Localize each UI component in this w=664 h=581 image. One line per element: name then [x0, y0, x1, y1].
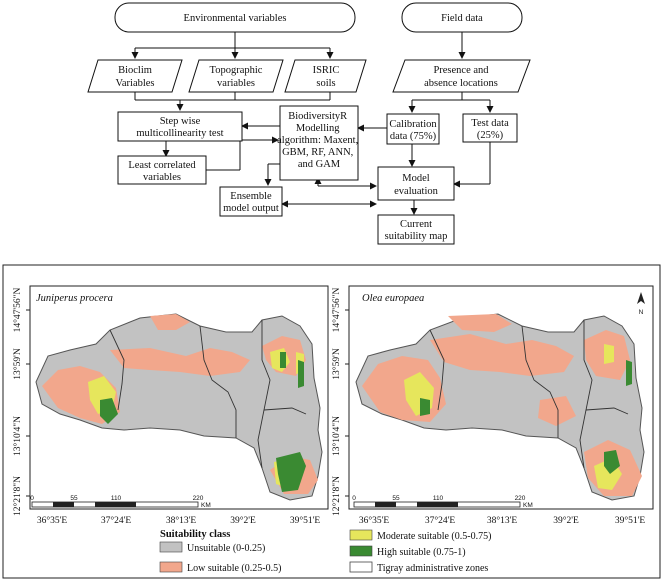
- legend: Suitability class Unsuitable (0-0.25) Lo…: [159, 529, 491, 574]
- north-arrow-icon: N: [637, 292, 645, 316]
- label-model-evaluation: Model evaluation: [394, 173, 438, 197]
- map-right-zone-boundaries: [429, 320, 629, 469]
- scale-left-unit: KM: [201, 502, 211, 509]
- label-isric: ISRIC soils: [313, 65, 340, 89]
- flowchart-connectors: [131, 32, 494, 215]
- map-left: 14°47'56"N 13°59'N 13°10'4"N 12°21'8"N J…: [12, 285, 329, 516]
- scale-right-tick-2: 110: [433, 495, 444, 502]
- legend-item-low: Low suitable (0.25-0.5): [159, 561, 281, 574]
- label-bioclim: Bioclim Variables: [115, 65, 154, 89]
- map-right-lat-4: 12°21'8"N: [331, 476, 342, 516]
- label-ensemble: Ensemble model output: [223, 191, 279, 214]
- map-right: 14°47'56"N 13°59'N 13°10'4"N 12°21'8"N O…: [331, 285, 654, 516]
- node-model-evaluation: [377, 166, 455, 201]
- label-least-correlated: Least correlated variables: [128, 160, 196, 183]
- label-topographic: Topographic variables: [210, 65, 263, 89]
- longitude-labels-left: 36°35'E 37°24'E 38°13'E 39°2'E 39°51'E: [37, 515, 321, 526]
- scale-bar-right: 0 55 110 220 KM: [352, 495, 533, 509]
- node-environmental-variables: [114, 2, 356, 33]
- legend-item-high: High suitable (0.75-1): [349, 545, 466, 558]
- scale-right-tick-1: 55: [392, 495, 400, 502]
- map-panel-frame: [2, 264, 661, 579]
- map-right-lon-5: 39°51'E: [615, 515, 646, 526]
- legend-swatch-zones: [349, 561, 373, 573]
- scale-left-tick-3: 220: [193, 495, 204, 502]
- legend-item-zones: Tigray administrative zones: [349, 561, 488, 574]
- scale-right-tick-0: 0: [352, 495, 356, 502]
- map-right-lon-2: 37°24'E: [425, 515, 456, 526]
- label-biodiversityr: BiodiversityR Modelling algorithm: Maxen…: [277, 111, 361, 170]
- label-test-data: Test data (25%): [471, 118, 509, 141]
- label-calibration: Calibration data (75%): [389, 119, 437, 142]
- scale-left-tick-0: 0: [30, 495, 34, 502]
- legend-swatch-unsuitable: [159, 541, 183, 553]
- node-stepwise: [117, 111, 243, 142]
- map-right-lat-1: 14°47'56"N: [331, 287, 342, 332]
- scale-right-tick-3: 220: [515, 495, 526, 502]
- node-bioclim: [87, 59, 183, 93]
- node-test-data: [462, 113, 518, 143]
- label-presence: Presence and absence locations: [424, 65, 498, 89]
- node-biodiversityr: [279, 105, 359, 181]
- legend-label-moderate: Moderate suitable (0.5-0.75): [377, 531, 491, 542]
- node-current-suitability: [377, 214, 455, 245]
- label-stepwise: Step wise multicollinearity test: [136, 116, 223, 139]
- scale-right-unit: KM: [523, 502, 533, 509]
- legend-item-moderate: Moderate suitable (0.5-0.75): [349, 529, 491, 542]
- label-field-data: Field data: [441, 13, 483, 24]
- legend-label-unsuitable: Unsuitable (0-0.25): [187, 543, 265, 554]
- node-least-correlated: [117, 155, 207, 185]
- map-left-lat-4: 12°21'8"N: [12, 476, 23, 516]
- longitude-labels-right: 36°35'E 37°24'E 38°13'E 39°2'E 39°51'E: [359, 515, 646, 526]
- flowchart: Environmental variables Field data Biocl…: [87, 2, 531, 245]
- legend-label-low: Low suitable (0.25-0.5): [187, 563, 281, 574]
- map-right-lon-3: 38°13'E: [487, 515, 518, 526]
- node-calibration: [386, 113, 440, 145]
- legend-item-unsuitable: Unsuitable (0-0.25): [159, 541, 265, 554]
- legend-label-high: High suitable (0.75-1): [377, 547, 466, 558]
- map-left-lon-1: 36°35'E: [37, 515, 68, 526]
- north-arrow-label: N: [639, 309, 644, 316]
- map-left-lon-5: 39°51'E: [290, 515, 321, 526]
- map-left-latitude-ticks: [26, 309, 30, 497]
- scale-left-tick-2: 110: [111, 495, 122, 502]
- node-field-data: [401, 2, 523, 33]
- map-right-high-suitable: [420, 360, 632, 474]
- map-right-title: Olea europaea: [362, 293, 424, 304]
- legend-swatch-low: [159, 561, 183, 573]
- map-left-lon-3: 38°13'E: [166, 515, 197, 526]
- legend-swatch-moderate: [349, 529, 373, 541]
- label-current-suitability: Current suitability map: [385, 219, 448, 242]
- map-left-lat-3: 13°10'4"N: [12, 416, 23, 456]
- map-right-lon-4: 39°2'E: [553, 515, 579, 526]
- legend-swatch-high: [349, 545, 373, 557]
- label-environmental-variables: Environmental variables: [184, 13, 287, 24]
- map-right-lat-3: 13°10'4"N: [331, 416, 342, 456]
- map-left-title: Juniperus procera: [36, 293, 113, 304]
- node-isric: [284, 59, 367, 93]
- legend-label-zones: Tigray administrative zones: [377, 563, 488, 574]
- map-left-high-suitable: [100, 352, 306, 492]
- map-left-lon-2: 37°24'E: [101, 515, 132, 526]
- map-left-lat-1: 14°47'56"N: [12, 287, 23, 332]
- map-left-lon-4: 39°2'E: [230, 515, 256, 526]
- map-left-lat-2: 13°59'N: [12, 348, 23, 380]
- map-left-zone-boundaries: [109, 320, 307, 469]
- node-presence: [392, 59, 531, 93]
- map-right-lat-2: 13°59'N: [331, 348, 342, 380]
- map-right-lon-1: 36°35'E: [359, 515, 390, 526]
- map-right-latitude-ticks: [345, 309, 349, 497]
- scale-left-tick-1: 55: [70, 495, 78, 502]
- scale-bar-left: 0 55 110 220 KM: [30, 495, 211, 509]
- legend-heading: Suitability class: [160, 529, 230, 540]
- node-topographic: [188, 59, 284, 93]
- node-ensemble: [219, 186, 283, 217]
